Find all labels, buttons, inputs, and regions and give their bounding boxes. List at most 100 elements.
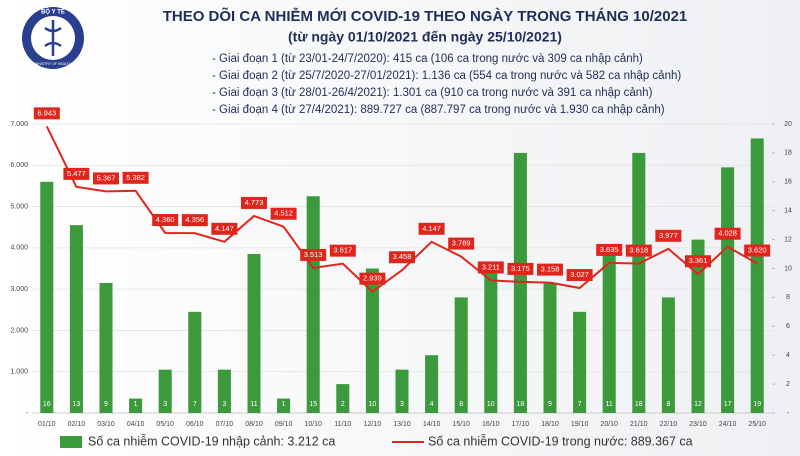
point-label-box (596, 243, 623, 256)
y2-tick-label: 6 (786, 323, 790, 330)
x-tick-label: 25/10 (748, 421, 766, 428)
annotation: - Giai đoạn 1 (từ 23/01-24/7/2020): 415 … (212, 53, 643, 65)
point-label: 4.028 (718, 229, 737, 238)
bar-label: 3 (163, 401, 167, 408)
y2-tick-label: 14 (784, 208, 792, 215)
bar-label: 18 (517, 401, 525, 408)
bar (129, 398, 143, 413)
point-label-box (152, 213, 179, 226)
point-label: 3.620 (748, 246, 767, 255)
legend-label: Số ca nhiễm COVID-19 nhập cảnh: 3.212 ca (88, 433, 335, 448)
x-tick-label: 20/10 (600, 421, 618, 428)
point-label: 3.635 (600, 245, 619, 254)
bar-label: 13 (73, 401, 81, 408)
bar-label: 1 (282, 401, 286, 408)
bar-label: 7 (193, 401, 197, 408)
x-tick-label: 24/10 (719, 421, 737, 428)
x-tick-label: 06/10 (186, 421, 204, 428)
bar (661, 297, 675, 413)
point-label: 4.360 (156, 215, 175, 224)
point-label: 3.458 (393, 252, 412, 261)
bar (158, 369, 172, 413)
annotation: - Giai đoạn 3 (từ 28/01-26/4/2021): 1.30… (212, 87, 653, 99)
logo-icon (44, 20, 62, 56)
y2-tick-label: 18 (784, 150, 792, 157)
chart-subtitle: (từ ngày 01/10/2021 đến ngày 25/10/2021) (288, 29, 562, 45)
bar-label: 3 (400, 401, 404, 408)
legend-label: Số ca nhiễm COVID-19 trong nước: 889.367… (428, 433, 693, 448)
annotation: - Giai đoạn 4 (từ 27/4/2021): 889.727 ca… (212, 104, 665, 116)
chart-title: THEO DÕI CA NHIỄM MỚI COVID-19 THEO NGÀY… (163, 7, 688, 25)
y2-tick-label: 2 (786, 381, 790, 388)
bar-label: 19 (753, 401, 761, 408)
point-label-box (93, 172, 119, 185)
point-label-box (566, 269, 593, 282)
bar (395, 369, 409, 413)
x-tick-label: 17/10 (512, 421, 530, 428)
bar-label: 7 (578, 401, 582, 408)
bar (69, 225, 83, 413)
point-label-box (241, 196, 267, 209)
logo-bottom: MINISTRY OF HEALTH (35, 62, 72, 66)
point-label: 3.617 (333, 246, 352, 255)
annotation: - Giai đoạn 2 (từ 25/7/2020-27/01/2021):… (212, 70, 681, 82)
x-tick-label: 15/10 (452, 421, 470, 428)
bar-label: 11 (250, 401, 257, 408)
bar-label: 10 (487, 401, 495, 408)
point-label: 3.211 (482, 262, 500, 271)
y-tick-label: 5.000 (10, 203, 28, 210)
point-label-box (625, 244, 652, 257)
x-tick-label: 21/10 (630, 421, 648, 428)
bar (543, 282, 557, 413)
x-tick-label: 18/10 (541, 421, 559, 428)
point-label: 4.147 (422, 224, 441, 233)
point-label-box (714, 227, 741, 240)
bar (513, 152, 527, 413)
y-tick-label: - (26, 410, 29, 417)
point-label: 3.361 (689, 256, 708, 265)
point-label: 3.175 (511, 264, 530, 273)
point-label-box (655, 229, 682, 242)
point-label: 3.977 (659, 231, 678, 240)
point-label-box (389, 251, 415, 264)
point-label-box (63, 167, 90, 180)
bar (277, 398, 291, 413)
point-label-box (122, 171, 149, 184)
x-tick-label: 11/10 (334, 421, 351, 428)
point-label-box (537, 263, 563, 276)
x-tick-label: 10/10 (304, 421, 322, 428)
point-label: 3.027 (570, 270, 589, 279)
x-tick-label: 14/10 (423, 421, 441, 428)
bar (632, 152, 646, 413)
bar (188, 311, 202, 413)
point-label: 4.147 (215, 224, 234, 233)
point-label: 3.789 (452, 239, 471, 248)
x-tick-label: 22/10 (660, 421, 678, 428)
y2-tick-label: 8 (786, 294, 790, 301)
point-label-box (477, 261, 504, 274)
logo: BỘ Y TẾ MINISTRY OF HEALTH (22, 7, 84, 69)
x-tick-label: 16/10 (482, 421, 500, 428)
point-label-box (359, 272, 386, 285)
bar-label: 16 (43, 401, 51, 408)
bar-label: 11 (606, 401, 613, 408)
x-tick-label: 08/10 (245, 421, 263, 428)
logo-top: BỘ Y TẾ (41, 8, 65, 16)
point-label: 5.477 (67, 169, 86, 178)
y2-tick-label: 20 (784, 121, 792, 128)
x-tick-label: 19/10 (571, 421, 589, 428)
legend-swatch (60, 436, 82, 448)
point-label: 6.943 (37, 108, 56, 117)
line (45, 125, 758, 293)
point-label: 4.773 (245, 198, 264, 207)
bar-label: 3 (222, 401, 226, 408)
bar (247, 254, 261, 413)
y-tick-label: 2.000 (10, 327, 28, 334)
x-tick-label: 01/10 (38, 421, 56, 428)
x-tick-label: 04/10 (127, 421, 145, 428)
y-tick-label: 3.000 (10, 286, 28, 293)
bar (573, 311, 587, 413)
bar-label: 10 (369, 401, 377, 408)
bar (721, 167, 735, 413)
